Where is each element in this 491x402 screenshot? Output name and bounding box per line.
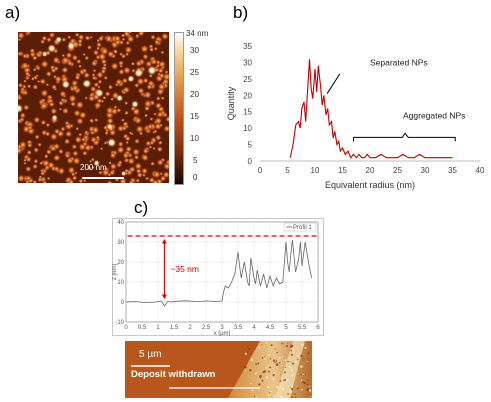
colorbar-tick: 5	[193, 156, 198, 165]
x-tick-label: 35	[448, 166, 457, 175]
y-axis-title: Quantity	[226, 86, 236, 120]
y-tick-label: 10	[243, 124, 252, 133]
x-tick-label: 20	[366, 166, 375, 175]
y-tick-label: 10	[117, 280, 124, 286]
y-tick-label: 20	[117, 260, 124, 266]
x-tick-label: 3	[220, 325, 224, 331]
annotation-separated-nps: Separated NPs	[370, 58, 428, 68]
x-tick-label: 1	[156, 325, 160, 331]
x-tick-label: 5.5	[298, 325, 307, 331]
x-tick-label: 4	[252, 325, 256, 331]
series-line	[289, 59, 453, 159]
x-tick-label: 15	[338, 166, 347, 175]
panel-c-label: c)	[134, 198, 149, 217]
afm-topography-image: 200 nm	[13, 29, 173, 187]
size-distribution-chart: 0 5 10 15 20 25 30 35 40 0 5 10 15 20 25 30 35 Equivalent…	[226, 42, 485, 190]
x-tick-label: 6	[316, 325, 320, 331]
y-tick-label: 0	[121, 300, 125, 306]
y-tick-label: 30	[117, 240, 124, 246]
colorbar-max-label: 34 nm	[186, 29, 209, 38]
x-tick-label: 5	[284, 325, 288, 331]
image-scale-bar-label: 5 µm	[139, 349, 162, 360]
colorbar-tick: 20	[190, 90, 199, 99]
x-tick-label: 0	[124, 325, 128, 331]
legend-box	[283, 222, 317, 232]
y-axis-title: z [nm]	[112, 264, 118, 281]
aggregated-bracket	[353, 132, 456, 142]
height-arrow-head-top	[161, 239, 167, 244]
deposit-withdrawn-label: Deposit withdrawn	[131, 369, 216, 380]
annotation-aggregated-nps: Aggregated NPs	[403, 110, 465, 120]
x-tick-label: 10	[311, 166, 320, 175]
y-tick-label: 20	[243, 91, 252, 100]
y-tick-label: 35	[243, 42, 252, 51]
arrow-line	[326, 73, 341, 94]
colorbar-tick: 30	[190, 46, 199, 55]
afm-colorbar	[174, 32, 184, 185]
x-tick-label: 30	[421, 166, 430, 175]
y-tick-label: 25	[243, 75, 252, 84]
height-annotation: ~35 nm	[170, 264, 199, 274]
x-tick-label: 4.5	[266, 325, 275, 331]
x-tick-label: 1.5	[170, 325, 179, 331]
afm-scale-bar-label: 200 nm	[80, 163, 107, 172]
x-tick-label: 40	[476, 166, 485, 175]
legend-entry: Profil 1	[293, 225, 312, 231]
y-tick-label: 5	[248, 141, 253, 150]
x-tick-label: 25	[393, 166, 402, 175]
y-tick-label: 0	[248, 157, 253, 166]
x-axis-title: x [µm]	[214, 331, 231, 336]
profile-line	[125, 239, 312, 307]
deposit-withdrawn-image: 5 µm Deposit withdrawn	[125, 341, 312, 398]
plot-frame	[125, 221, 319, 323]
x-tick-label: 0.5	[138, 325, 147, 331]
x-tick-label: 0	[258, 166, 263, 175]
y-tick-label: 40	[117, 220, 124, 226]
panel-a-label: a)	[5, 3, 21, 22]
colorbar-tick: 10	[190, 134, 199, 143]
height-arrow-head-bottom	[161, 294, 167, 299]
x-axis-title: Equivalent radius (nm)	[325, 180, 415, 190]
colorbar-tick: 15	[190, 112, 199, 121]
y-tick-label: -10	[115, 320, 124, 326]
x-tick-label: 5	[285, 166, 290, 175]
panel-b-label: b)	[233, 3, 249, 22]
x-tick-label: 2.5	[202, 325, 211, 331]
x-tick-label: 2	[188, 325, 192, 331]
x-tick-label: 3.5	[234, 325, 243, 331]
y-tick-label: 15	[243, 108, 252, 117]
colorbar-tick: 25	[190, 68, 199, 77]
y-tick-label: 30	[243, 58, 252, 67]
colorbar-tick: 0	[193, 173, 198, 182]
